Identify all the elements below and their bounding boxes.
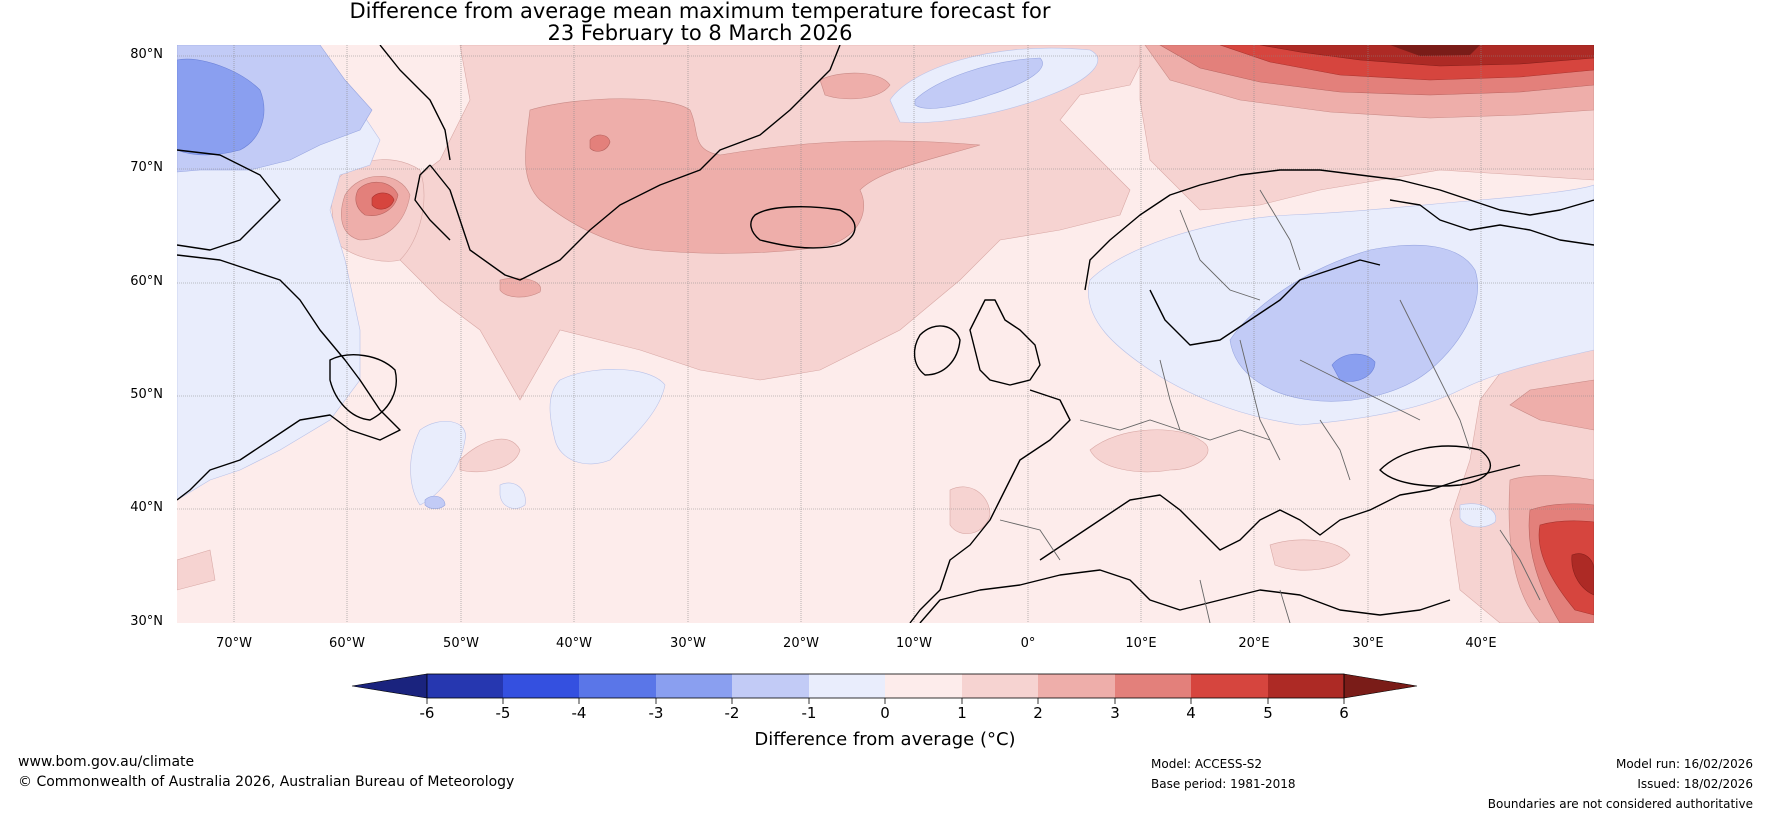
anomaly-region-1-2-atl xyxy=(459,438,521,473)
footer-website: www.bom.gov.au/climate xyxy=(18,754,195,770)
lon-label-40e: 40°E xyxy=(1465,636,1497,651)
lat-label-50: 50°N xyxy=(130,387,163,402)
coast-med-north xyxy=(1039,464,1521,561)
anomaly-region-m2-m1-svalbard xyxy=(914,57,1043,109)
border-2 xyxy=(1259,189,1301,271)
colorbar-tick-label-5: 5 xyxy=(1263,704,1273,722)
border-9 xyxy=(999,519,1061,561)
border-1 xyxy=(1179,209,1261,301)
border-8 xyxy=(1439,379,1471,451)
lon-label-0: 0° xyxy=(1020,636,1036,651)
anomaly-region-m3-m2-canada xyxy=(177,58,265,156)
anomaly-region-2-3-east xyxy=(1509,379,1594,431)
coast-newfoundland xyxy=(329,354,397,421)
coast-ireland xyxy=(913,325,961,376)
border-13 xyxy=(1279,589,1291,623)
border-10 xyxy=(1399,299,1441,381)
colorbar-tick-label-m4: -4 xyxy=(571,704,587,722)
anomaly-region-gt6-arctic xyxy=(1390,45,1480,56)
coastlines xyxy=(177,45,1594,623)
colorbar-tick-label-m3: -3 xyxy=(648,704,664,722)
anomaly-region-m3-m2-europe xyxy=(1331,353,1376,382)
lon-label-20e: 20°E xyxy=(1238,636,1270,651)
lon-label-50w: 50°W xyxy=(443,636,479,651)
footer-model-run: Model run: 16/02/2026 xyxy=(1615,757,1753,771)
footer-base-period: Base period: 1981-2018 xyxy=(1151,777,1296,791)
coast-europe-west xyxy=(909,389,1071,623)
anomaly-region-1-2-atl2 xyxy=(177,549,216,591)
coast-britain xyxy=(969,299,1041,386)
lon-label-30e: 30°E xyxy=(1352,636,1384,651)
coast-baffin xyxy=(177,149,281,251)
anomaly-region-4-5-turkey xyxy=(1538,520,1594,616)
footer-disclaimer: Boundaries are not considered authoritat… xyxy=(1487,797,1753,811)
anomaly-region-3-4-sea xyxy=(589,134,611,152)
anomaly-region-1-2-med xyxy=(1089,429,1209,473)
colorbar-tick-label-2: 2 xyxy=(1033,704,1043,722)
border-7 xyxy=(1319,419,1351,481)
coast-greenland-w xyxy=(379,45,451,241)
colorbar-tick-label-m2: -2 xyxy=(724,704,740,722)
coast-blacksea xyxy=(1379,445,1492,487)
coast-baltic xyxy=(1149,259,1381,346)
footer-copyright: © Commonwealth of Australia 2026, Austra… xyxy=(18,774,515,790)
footer-issued: Issued: 18/02/2026 xyxy=(1637,777,1753,791)
lat-label-30: 30°N xyxy=(130,614,163,629)
colorbar-tick-label-1: 1 xyxy=(957,704,967,722)
coast-greenland xyxy=(429,45,841,281)
border-5 xyxy=(1239,339,1281,461)
anomaly-region-2-3-svalbard xyxy=(819,72,891,100)
colorbar-tick-label-4: 4 xyxy=(1186,704,1196,722)
footer-model: Model: ACCESS-S2 xyxy=(1151,757,1263,771)
coast-africa xyxy=(919,569,1451,623)
colorbar-tick-label-m1: -1 xyxy=(801,704,817,722)
anomaly-region-4-5-baffin xyxy=(371,192,395,210)
lon-label-60w: 60°W xyxy=(329,636,365,651)
anomaly-region-m1-0-east xyxy=(1459,503,1497,528)
lon-label-40w: 40°W xyxy=(556,636,592,651)
lon-label-30w: 30°W xyxy=(670,636,706,651)
lat-label-80: 80°N xyxy=(130,47,163,62)
title-line-1: Difference from average mean maximum tem… xyxy=(349,0,1051,23)
coast-scandinavia xyxy=(1084,169,1594,291)
title-line-2: 23 February to 8 March 2026 xyxy=(547,21,853,45)
lon-label-10w: 10°W xyxy=(896,636,932,651)
anomaly-region-5-6-turkey xyxy=(1571,553,1594,596)
anomaly-region-2-3-small xyxy=(499,277,541,298)
lat-label-60: 60°N xyxy=(130,274,163,289)
anomaly-region-1-2-greece xyxy=(1269,539,1351,571)
lon-label-70w: 70°W xyxy=(216,636,252,651)
lat-label-70: 70°N xyxy=(130,160,163,175)
anomaly-region-m2-m1-europe xyxy=(1229,244,1478,402)
anomaly-region-m1-0-atl2 xyxy=(410,421,466,506)
colorbar-tick-label-m5: -5 xyxy=(495,704,511,722)
anomaly-region-1-2-iberia xyxy=(949,486,991,534)
border-12 xyxy=(1199,579,1211,623)
border-11 xyxy=(1499,529,1541,601)
border-4 xyxy=(1159,359,1181,431)
lat-label-40: 40°N xyxy=(130,500,163,515)
colorbar-tick-label-6: 6 xyxy=(1339,704,1349,722)
coast-kola xyxy=(1389,199,1594,246)
coast-labrador xyxy=(177,254,401,501)
colorbar-label: Difference from average (°C) xyxy=(754,729,1016,750)
graticule xyxy=(177,45,1594,623)
coast-iceland xyxy=(750,206,856,249)
anomaly-region-m1-0-atl3 xyxy=(499,482,526,509)
colorbar-tick-label-0: 0 xyxy=(880,704,890,722)
anomaly-field xyxy=(177,45,1594,623)
lon-label-10e: 10°E xyxy=(1125,636,1157,651)
lon-label-20w: 20°W xyxy=(783,636,819,651)
anomaly-region-m1-0-atl xyxy=(549,369,666,465)
colorbar-tick-label-3: 3 xyxy=(1110,704,1120,722)
anomaly-region-m2-m1-atl xyxy=(424,495,446,510)
colorbar-tick-label-m6: -6 xyxy=(419,704,435,722)
country-borders xyxy=(999,189,1541,623)
border-6 xyxy=(1299,359,1421,421)
